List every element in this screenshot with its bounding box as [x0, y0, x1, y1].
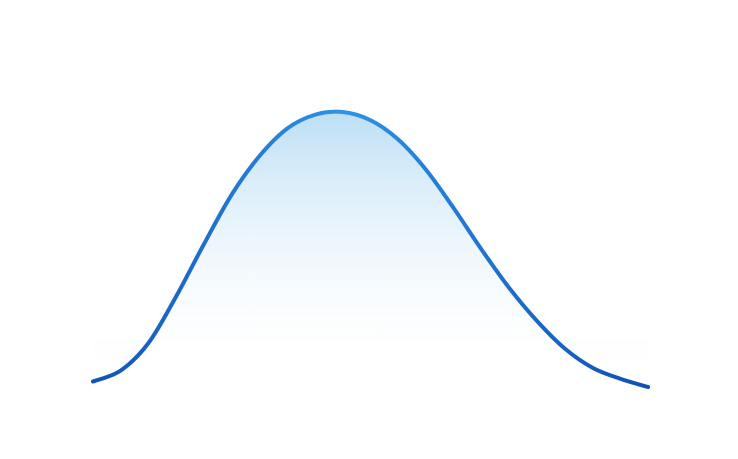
series-area-fill [93, 111, 648, 387]
series-line [91, 109, 650, 389]
